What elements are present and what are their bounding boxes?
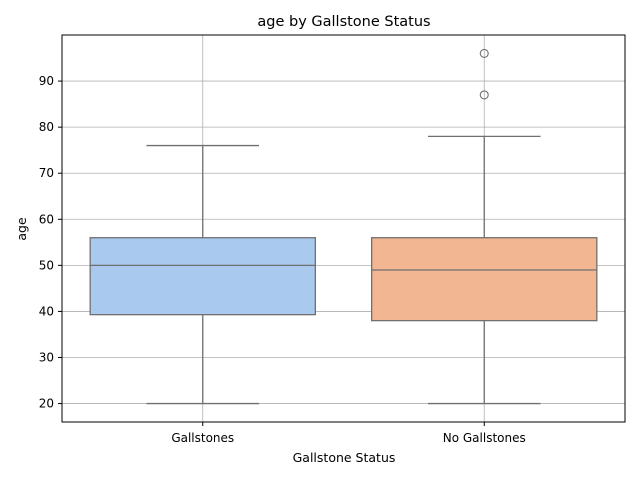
box-layer — [89, 48, 598, 405]
y-tick-label: 70 — [39, 166, 54, 180]
y-tick-label: 50 — [39, 258, 54, 272]
chart-title: age by Gallstone Status — [257, 14, 430, 30]
box-group — [89, 144, 316, 405]
grid-layer — [62, 35, 625, 422]
x-axis-label: Gallstone Status — [293, 450, 396, 465]
y-tick-label: 20 — [39, 397, 54, 411]
iqr-box — [370, 237, 598, 322]
y-tick-label: 30 — [39, 351, 54, 365]
tick-layer: 20 30 40 50 60 70 80 90 Gallstones No Gallstones — [39, 74, 526, 445]
x-tick-label: Gallstones — [171, 431, 234, 445]
plot-frame — [61, 34, 626, 423]
x-tick-label: No Gallstones — [443, 431, 526, 445]
outlier-point — [479, 48, 489, 58]
y-tick-label: 80 — [39, 120, 54, 134]
box-group — [370, 48, 598, 405]
iqr-box — [89, 237, 316, 316]
outlier-point — [479, 90, 489, 100]
y-tick-label: 40 — [39, 304, 54, 318]
y-tick-label: 60 — [39, 212, 54, 226]
y-axis-label: age — [14, 217, 29, 241]
y-tick-label: 90 — [39, 74, 54, 88]
